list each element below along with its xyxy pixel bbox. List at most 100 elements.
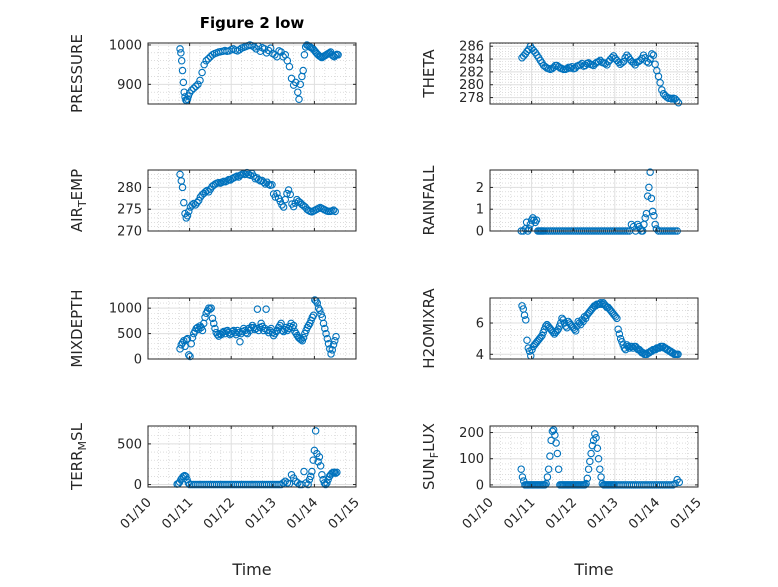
axes-box (147, 42, 357, 105)
data-point (262, 305, 270, 313)
y-tick-label: 0 (476, 478, 484, 493)
y-tick-label: 0 (476, 225, 484, 240)
data-point (548, 427, 557, 435)
data-point (185, 351, 193, 359)
data-point (596, 465, 604, 473)
subplot-6: 4 6 H2OMIXRA (420, 288, 699, 369)
data-point (309, 456, 317, 464)
data-point (273, 189, 281, 198)
data-point (649, 51, 658, 59)
data-point (242, 328, 250, 337)
y-axis-label: SUNFLUX (420, 423, 441, 490)
data-point (554, 465, 563, 473)
data-point (211, 324, 219, 333)
data-point (583, 474, 592, 483)
data-point (204, 54, 213, 63)
data-point (180, 471, 189, 480)
data-point (330, 53, 339, 61)
data-point (619, 57, 628, 66)
axes-box (147, 169, 357, 232)
data-point (179, 78, 188, 87)
data-point (541, 481, 549, 489)
y-tick-label: 280 (459, 78, 484, 93)
subplot-1: 900 1000 PRESSURE (68, 34, 357, 113)
data-point (333, 468, 341, 477)
data-point (581, 481, 589, 489)
data-point (592, 434, 600, 442)
subplot-5: 0 500 1000 MIXDEPTH (68, 289, 357, 368)
data-point (648, 207, 657, 216)
data-point (552, 439, 560, 447)
data-point (332, 332, 340, 341)
data-point (204, 304, 213, 312)
y-tick-label: 280 (117, 181, 142, 196)
data-point (321, 324, 329, 333)
data-point (283, 189, 291, 198)
data-point (183, 334, 192, 343)
data-point (195, 196, 203, 205)
y-tick-label: 1 (476, 203, 484, 218)
axes-box (147, 425, 357, 488)
data-point (314, 458, 322, 466)
data-point (203, 186, 211, 195)
data-point (188, 333, 197, 342)
data-point (287, 74, 296, 83)
data-point (236, 337, 244, 346)
data-point (177, 49, 185, 57)
data-point (268, 181, 276, 189)
data-point (674, 350, 682, 359)
data-point (544, 465, 553, 473)
data-point (305, 475, 314, 484)
data-point (331, 469, 340, 477)
data-point (324, 339, 333, 348)
data-point (209, 319, 218, 328)
y-tick-label: 284 (459, 53, 484, 68)
data-point (674, 98, 683, 107)
data-point (300, 51, 309, 59)
data-point (641, 214, 649, 222)
y-tick-label: 100 (459, 452, 484, 467)
data-point (178, 474, 186, 482)
data-point (594, 454, 603, 463)
y-axis-label: TERRMSL (68, 422, 89, 491)
data-point (311, 427, 320, 435)
axes-box (147, 297, 357, 360)
data-point (193, 198, 201, 207)
y-tick-label: 2 (476, 181, 484, 196)
data-point (593, 444, 602, 452)
data-point (517, 465, 525, 473)
data-point (207, 304, 215, 312)
y-tick-label: 500 (117, 327, 142, 342)
data-point (309, 311, 318, 320)
y-axis-label: MIXDEPTH (68, 289, 86, 367)
data-point (276, 197, 285, 206)
data-point (178, 66, 187, 75)
data-point (316, 306, 324, 314)
data-point (180, 198, 188, 207)
axes-box (489, 169, 699, 232)
data-point (629, 59, 638, 67)
data-point (182, 472, 190, 481)
y-tick-label: 0 (134, 353, 142, 368)
data-point (194, 80, 202, 89)
data-point (275, 480, 283, 489)
data-point (186, 352, 194, 361)
data-point (519, 477, 528, 485)
data-point (196, 76, 204, 85)
data-point (313, 299, 322, 307)
data-point (295, 95, 303, 104)
data-point (549, 426, 558, 434)
data-point (304, 480, 312, 489)
axes-box (489, 42, 699, 105)
data-point (331, 207, 339, 216)
data-point (629, 222, 638, 231)
y-axis-label: THETA (420, 49, 438, 99)
data-point (650, 212, 658, 220)
data-point (329, 206, 338, 214)
data-point (566, 64, 575, 72)
axes-box (489, 425, 699, 488)
data-point (198, 68, 206, 77)
data-point (185, 207, 193, 216)
